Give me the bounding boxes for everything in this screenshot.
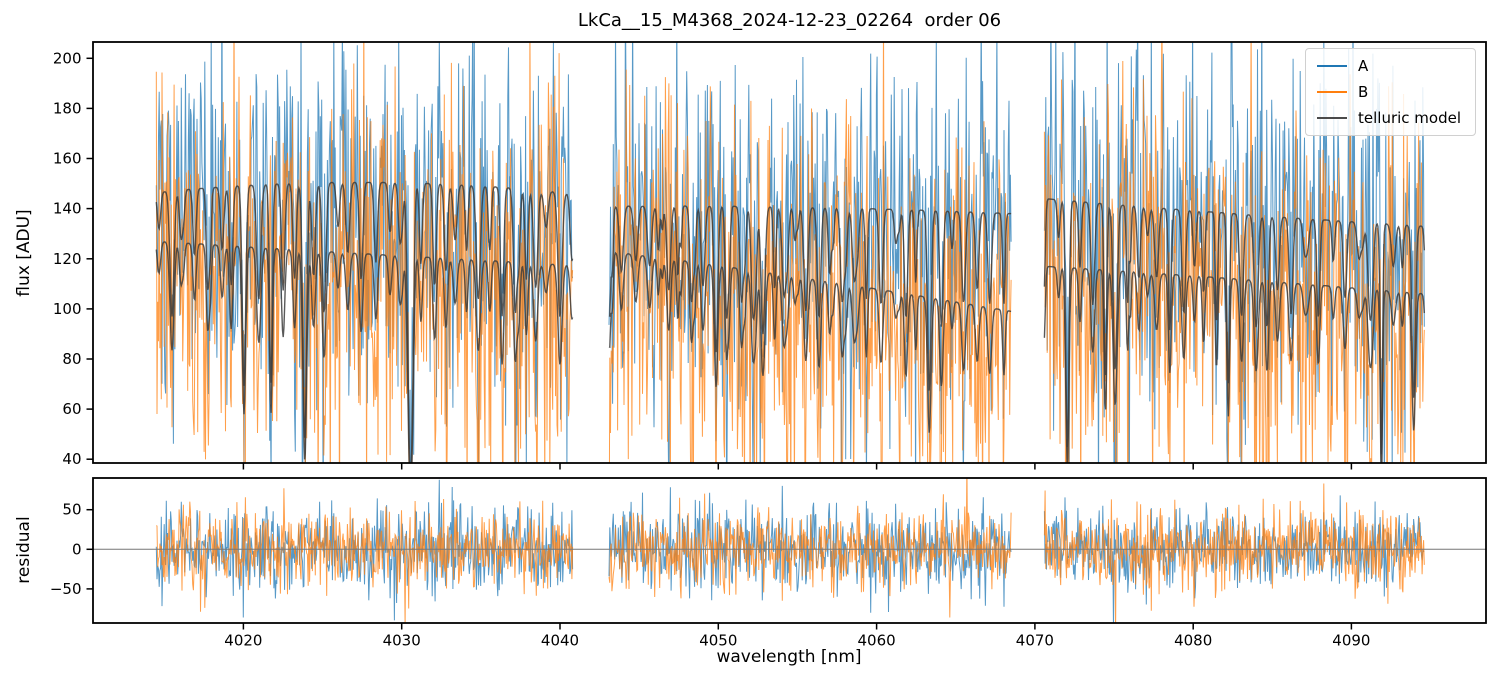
plot-title: LkCa__15_M4368_2024-12-23_02264 order 06 bbox=[577, 10, 1002, 31]
tick-label: 120 bbox=[53, 250, 82, 268]
tick-label: 140 bbox=[53, 200, 82, 218]
tick-label: 4050 bbox=[699, 632, 737, 650]
tick-label: 4070 bbox=[1016, 632, 1054, 650]
telluric-model-B-line bbox=[155, 241, 1425, 463]
tick-label: 200 bbox=[53, 49, 82, 67]
legend-label-a: A bbox=[1358, 56, 1369, 75]
legend-label-telluric: telluric model bbox=[1358, 108, 1462, 127]
tick-label: 180 bbox=[53, 99, 82, 117]
tick-label: 4060 bbox=[858, 632, 896, 650]
legend-line-swatch-b bbox=[1317, 90, 1347, 94]
tick-label: 4080 bbox=[1174, 632, 1212, 650]
tick-label: 50 bbox=[62, 501, 81, 519]
telluric-model-A-line bbox=[155, 181, 1425, 463]
wavelength-axis-label: wavelength [nm] bbox=[716, 647, 862, 667]
legend-item-telluric: telluric model bbox=[1306, 108, 1475, 127]
tick-label: −50 bbox=[50, 580, 82, 598]
tick-label: 0 bbox=[72, 540, 82, 558]
residual-panel-frame bbox=[92, 477, 1487, 624]
tick-label: 160 bbox=[53, 150, 82, 168]
tick-label: 100 bbox=[53, 300, 82, 318]
legend-line-swatch-a bbox=[1317, 64, 1347, 68]
legend: A B telluric model bbox=[1305, 48, 1476, 136]
tick-label: 4040 bbox=[541, 632, 579, 650]
tick-label: 80 bbox=[62, 350, 81, 368]
residual-axis-label: residual bbox=[14, 516, 34, 584]
legend-item-b: B bbox=[1306, 82, 1475, 101]
legend-label-b: B bbox=[1358, 82, 1369, 101]
flux-panel-series bbox=[155, 42, 1425, 463]
axes: 4020 4030 4040 4050 4060 4070 4080 409040608010… bbox=[50, 41, 1487, 650]
legend-line-swatch-telluric bbox=[1317, 116, 1347, 120]
legend-item-a: A bbox=[1306, 56, 1475, 75]
residual-panel-series bbox=[155, 478, 1425, 623]
tick-label: 60 bbox=[62, 400, 81, 418]
residual-B-line bbox=[156, 478, 1425, 623]
flux-panel-frame bbox=[92, 41, 1487, 464]
flux-axis-label: flux [ADU] bbox=[14, 209, 34, 297]
tick-label: 4020 bbox=[224, 632, 262, 650]
tick-label: 4030 bbox=[383, 632, 421, 650]
tick-label: 40 bbox=[62, 450, 81, 468]
tick-label: 4090 bbox=[1332, 632, 1370, 650]
